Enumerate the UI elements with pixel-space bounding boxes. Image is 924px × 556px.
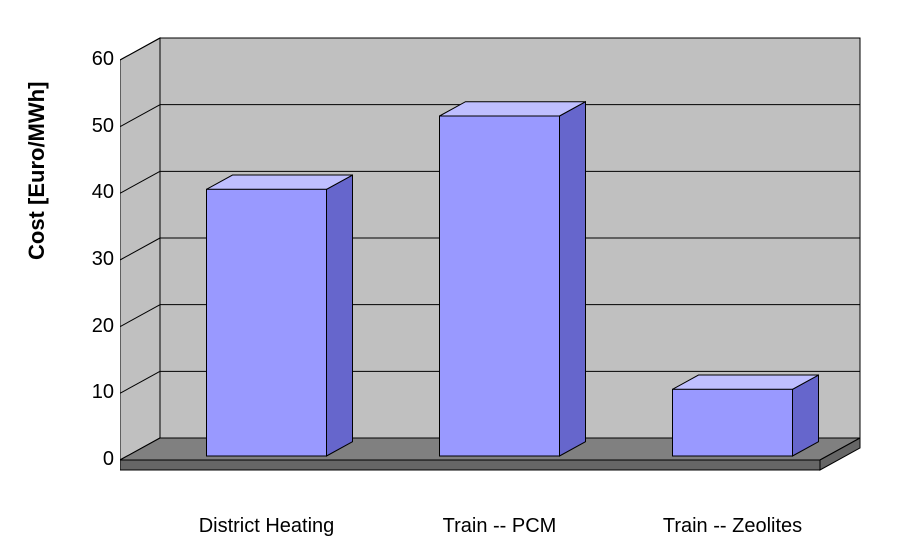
chart-plot-area <box>120 30 890 490</box>
y-tick-label: 60 <box>64 48 114 71</box>
y-tick-label: 30 <box>64 248 114 271</box>
chart-svg <box>120 30 890 490</box>
y-tick-label: 40 <box>64 181 114 204</box>
x-tick-label: Train -- Zeolites <box>643 515 823 538</box>
y-tick-label: 50 <box>64 115 114 138</box>
chart-container: Cost [Euro/MWh] 0 10 20 30 40 50 60 District H… <box>0 0 924 556</box>
y-axis-label: Cost [Euro/MWh] <box>24 82 50 260</box>
x-tick-label: Train -- PCM <box>410 515 590 538</box>
y-tick-label: 20 <box>64 315 114 338</box>
y-tick-label: 0 <box>64 448 114 471</box>
x-tick-label: District Heating <box>177 515 357 538</box>
y-tick-label: 10 <box>64 381 114 404</box>
